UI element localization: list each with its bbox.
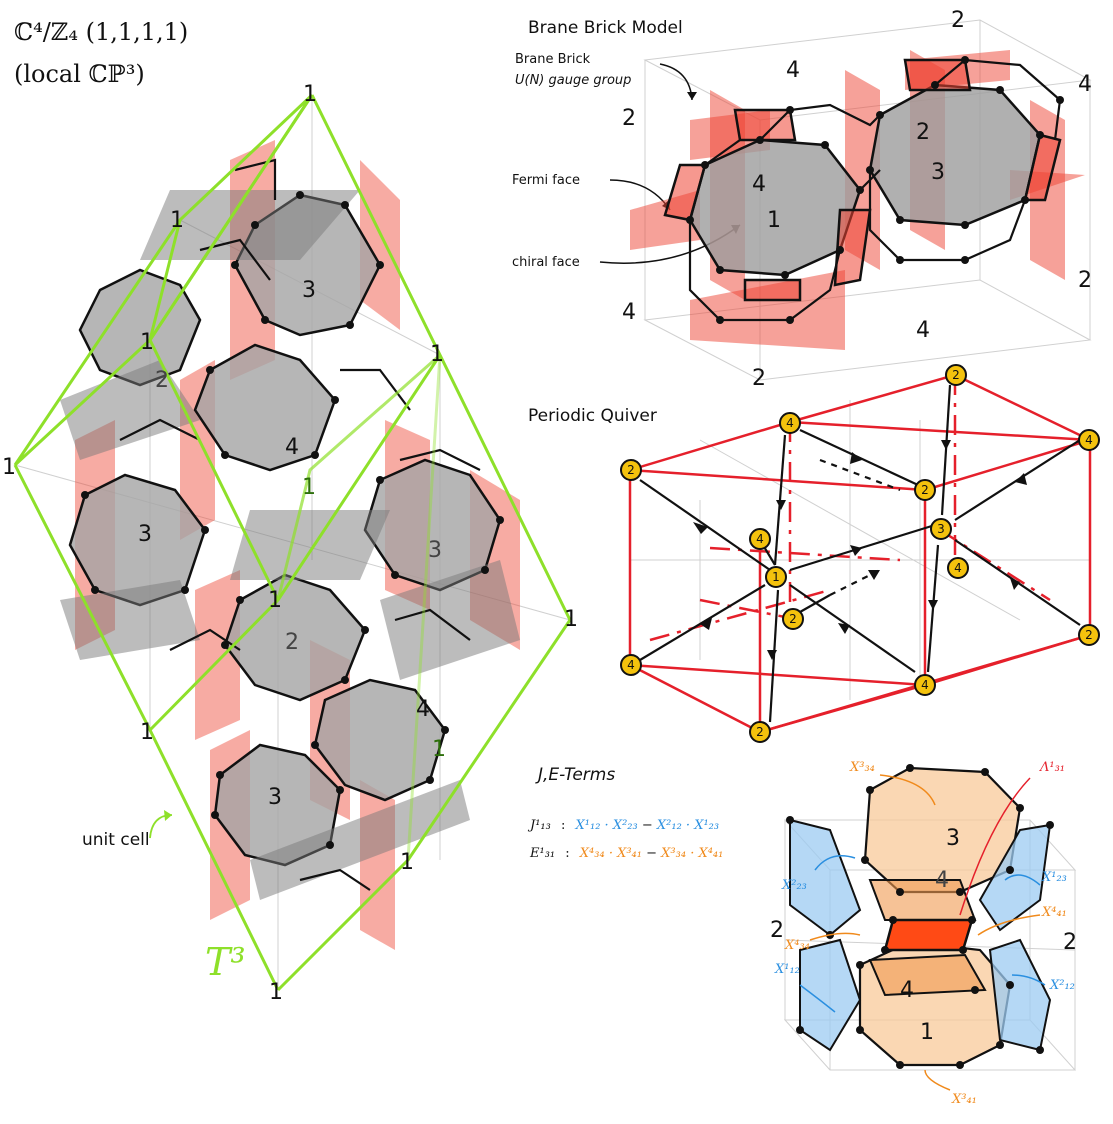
- title-line-1: ℂ⁴/ℤ₄ (1,1,1,1): [14, 18, 189, 46]
- left-face-label-3c: 3: [428, 538, 442, 563]
- quiver-node-4-mid: 4: [749, 528, 771, 550]
- left-face-label-3a: 3: [302, 278, 316, 303]
- detail-num-4-lower: 4: [900, 978, 914, 1003]
- corner-label-mid-right: 1: [430, 342, 444, 367]
- quiver-node-4-bottom: 4: [914, 674, 936, 696]
- left-face-label-4b: 4: [416, 697, 430, 722]
- quiver-node-2-top: 2: [945, 364, 967, 386]
- corner-label-mid-left: 1: [140, 330, 154, 355]
- label-x34-3: X³₃₄: [850, 760, 875, 775]
- brane-brick-title: Brane Brick Model: [528, 18, 683, 38]
- bb-num-1: 1: [767, 208, 781, 233]
- e-term-minus: −: [646, 846, 658, 861]
- corner-label-upper-left: 1: [170, 208, 184, 233]
- bb-num-3: 3: [931, 160, 945, 185]
- j-term-lhs: J¹₁₃: [530, 818, 551, 833]
- corner-label-lower-right: 1: [400, 850, 414, 875]
- quiver-node-4-left: 4: [620, 654, 642, 676]
- gauge-label-1: Brane Brick: [515, 52, 591, 67]
- e-term-rhs-a: X⁴₃₄ · X³₄₁: [579, 846, 642, 861]
- corner-label-center: 1: [268, 588, 282, 613]
- corner-label-top: 1: [303, 82, 317, 107]
- bb-num-4-top: 4: [786, 58, 800, 83]
- quiver-node-4-right: 4: [1078, 429, 1100, 451]
- left-face-label-2a: 2: [155, 368, 169, 393]
- corner-label-lower-left: 1: [140, 720, 154, 745]
- detail-num-3: 3: [946, 826, 960, 851]
- fermi-face-label: Fermi face: [512, 173, 580, 188]
- gauge-label-2: U(N) gauge group: [515, 73, 632, 88]
- periodic-quiver-title: Periodic Quiver: [528, 406, 657, 426]
- e-term-rhs-b: X³₃₄ · X⁴₄₁: [661, 846, 724, 861]
- bb-num-2-bottom: 2: [752, 366, 766, 391]
- e-term-row: E¹₃₁ : X⁴₃₄ · X³₄₁ − X³₃₄ · X⁴₄₁: [530, 846, 723, 861]
- detail-num-2-left: 2: [770, 918, 784, 943]
- j-term-rhs-b: X²₁₂ · X¹₂₃: [656, 818, 720, 833]
- quiver-node-4-top: 4: [779, 412, 801, 434]
- bb-num-2-mid: 2: [916, 120, 930, 145]
- j-term-minus: −: [641, 818, 653, 833]
- bb-num-4-lower-left: 4: [622, 300, 636, 325]
- unit-cell-outline: [13, 93, 572, 992]
- label-lambda31: Λ¹₃₁: [1040, 760, 1066, 775]
- torus-label: T³: [205, 940, 246, 984]
- detail-num-2-right: 2: [1063, 930, 1077, 955]
- chiral-face-label: chiral face: [512, 255, 580, 270]
- corner-label-left: 1: [2, 455, 16, 480]
- label-x12-2: X²₁₂: [1050, 978, 1075, 993]
- quiver-node-2-mid: 2: [914, 479, 936, 501]
- left-face-label-3b: 3: [138, 522, 152, 547]
- quiver-node-3: 3: [930, 518, 952, 540]
- j-term-row: J¹₁₃ : X¹₁₂ · X²₂₃ − X²₁₂ · X¹₂₃: [530, 818, 719, 833]
- bb-num-2-left: 2: [622, 106, 636, 131]
- left-face-label-4a: 4: [285, 435, 299, 460]
- bb-num-4-right: 4: [1078, 72, 1092, 97]
- label-x12-1: X¹₁₂: [775, 962, 800, 977]
- detail-num-4-upper: 4: [935, 868, 949, 893]
- corner-label-right: 1: [564, 607, 578, 632]
- bb-num-4-front: 4: [752, 172, 766, 197]
- j-term-rhs-a: X¹₁₂ · X²₂₃: [575, 818, 638, 833]
- quiver-node-2-bottom: 2: [749, 721, 771, 743]
- left-face-label-2b: 2: [285, 630, 299, 655]
- e-term-lhs: E¹₃₁: [530, 846, 556, 861]
- quiver-node-4-inner: 4: [947, 557, 969, 579]
- label-x23-2: X²₂₃: [782, 878, 807, 893]
- label-x23-1: X¹₂₃: [1042, 870, 1067, 885]
- quiver-node-1: 1: [765, 566, 787, 588]
- quiver-node-2-inner: 2: [782, 608, 804, 630]
- left-face-label-3d: 3: [268, 785, 282, 810]
- brick-vertices: [81, 191, 504, 849]
- bb-num-4-lower-right: 4: [916, 318, 930, 343]
- left-face-label-1a: 1: [302, 475, 316, 500]
- corner-label-bottom: 1: [269, 980, 283, 1005]
- e-term-colon: :: [565, 846, 570, 861]
- unit-cell-label: unit cell: [82, 830, 150, 850]
- quiver-node-2-left: 2: [620, 459, 642, 481]
- label-x41-4: X⁴₄₁: [1042, 905, 1067, 920]
- detail-num-1: 1: [920, 1020, 934, 1045]
- quiver-node-2-right: 2: [1078, 624, 1100, 646]
- label-x34-4: X⁴₃₄: [785, 938, 810, 953]
- bb-num-2-right: 2: [1078, 268, 1092, 293]
- bb-num-2-top: 2: [951, 8, 965, 33]
- terms-title: J,E-Terms: [538, 765, 616, 785]
- left-face-label-1b: 1: [432, 737, 446, 762]
- title-line-2: (local ℂℙ³): [14, 60, 145, 88]
- label-x41-3: X³₄₁: [952, 1092, 977, 1107]
- j-term-colon: :: [561, 818, 566, 833]
